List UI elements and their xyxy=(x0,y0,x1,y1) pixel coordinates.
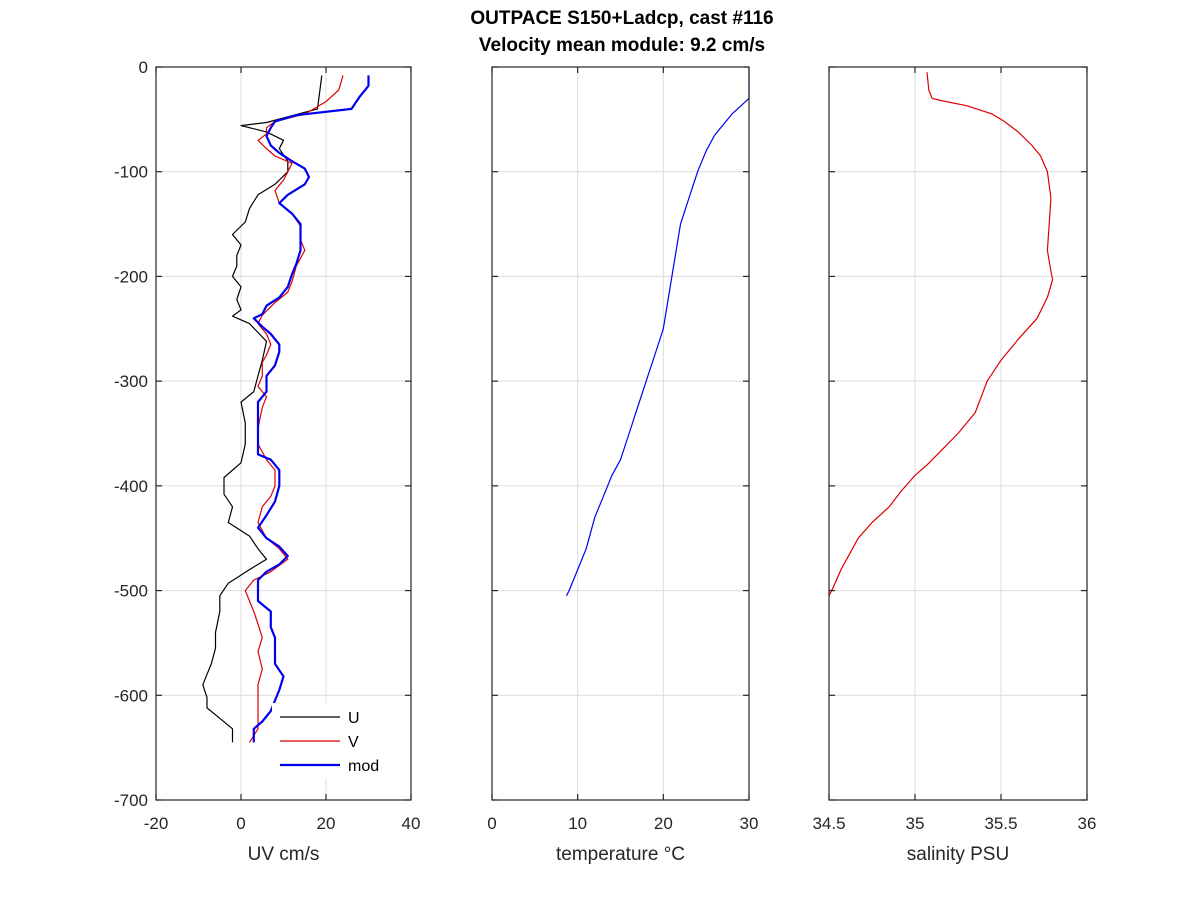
uv-panel: -20 0 20 400-100-200-300-400-500-600-700UV … xyxy=(114,58,420,865)
temperature-xtick-label: 0 xyxy=(487,814,496,833)
uv-legend-label-mod: mod xyxy=(348,758,379,775)
uv-plot-area xyxy=(156,67,411,800)
uv-xtick-label: 20 xyxy=(317,814,336,833)
salinity-xtick-label: 36 xyxy=(1078,814,1097,833)
salinity-panel: 34.5 35 35.5 36 salinity PSU xyxy=(812,66,1097,865)
uv-ytick-label: -700 xyxy=(114,791,148,810)
salinity-xtick-label: 35 xyxy=(906,814,925,833)
uv-ytick-label: -500 xyxy=(114,582,148,601)
salinity-xaxis-label: salinity PSU xyxy=(907,844,1009,865)
uv-series-v xyxy=(244,75,344,743)
uv-xaxis-label: UV cm/s xyxy=(248,844,320,865)
uv-xtick-label: -20 xyxy=(144,814,169,833)
uv-axes-frame xyxy=(155,66,412,801)
temperature-series-line xyxy=(565,72,750,597)
figure-title-line-2: Velocity mean module: 9.2 cm/s xyxy=(479,35,765,56)
salinity-series-line xyxy=(828,72,1054,597)
uv-ytick-label: -600 xyxy=(114,686,148,705)
temperature-panel: 0 10 20 30 temperature °C xyxy=(487,66,759,865)
uv-legend-label-u: U xyxy=(348,710,360,727)
uv-series-mod xyxy=(252,75,370,743)
temperature-xtick-label: 30 xyxy=(740,814,759,833)
uv-ytick-label: -100 xyxy=(114,163,148,182)
uv-legend-label-v: V xyxy=(348,734,359,751)
temperature-xaxis-label: temperature °C xyxy=(556,844,685,865)
salinity-xtick-label: 35.5 xyxy=(984,814,1017,833)
temperature-xtick-label: 10 xyxy=(568,814,587,833)
uv-series-u xyxy=(202,75,323,743)
temperature-plot-area xyxy=(492,67,749,800)
uv-xtick-label: 40 xyxy=(402,814,421,833)
temperature-axes-frame xyxy=(491,66,750,801)
uv-ytick-label: -400 xyxy=(114,477,148,496)
figure-title-line-1: OUTPACE S150+Ladcp, cast #116 xyxy=(470,8,773,29)
salinity-xtick-label: 34.5 xyxy=(812,814,845,833)
uv-ytick-label: -300 xyxy=(114,372,148,391)
salinity-axes-frame xyxy=(828,66,1088,801)
uv-ytick-label: 0 xyxy=(139,58,148,77)
temperature-xtick-label: 20 xyxy=(654,814,673,833)
uv-xtick-label: 0 xyxy=(236,814,245,833)
uv-ytick-label: -200 xyxy=(114,267,148,286)
